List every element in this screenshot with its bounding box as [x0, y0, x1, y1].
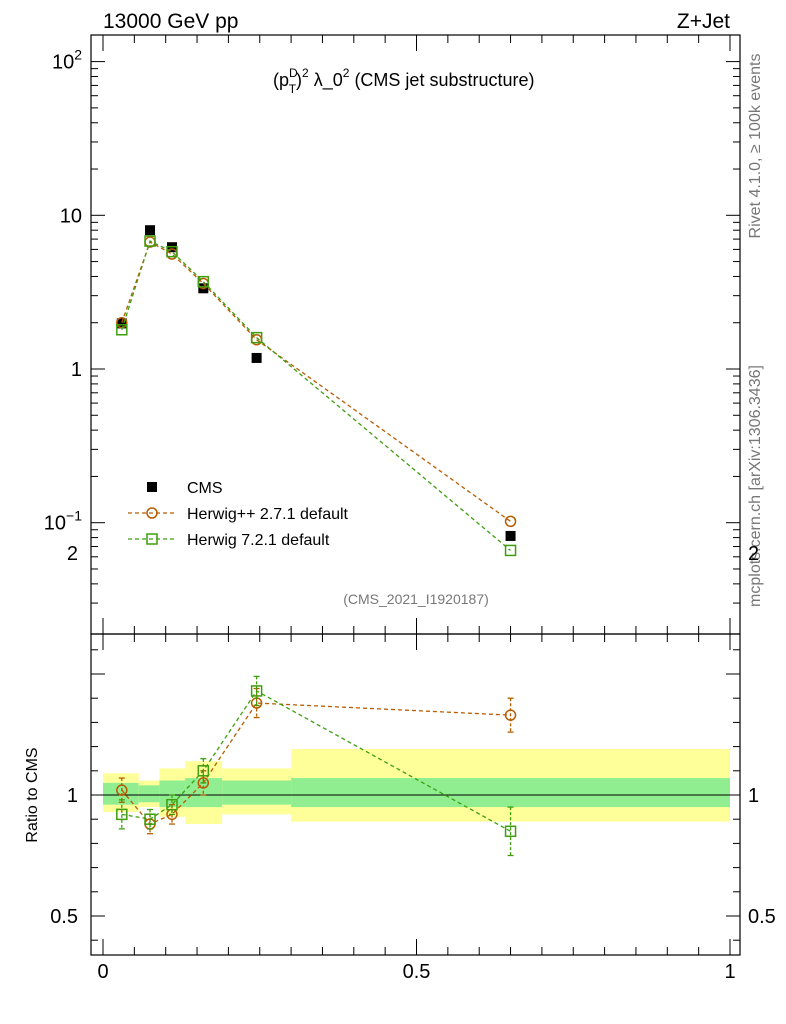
- main-point-herwig7-1: [144, 235, 156, 247]
- main-y-tick-base: 10: [52, 52, 74, 74]
- header-energy-label: 13000 GeV pp: [103, 10, 238, 33]
- title-open: (p: [273, 70, 289, 90]
- ratio-point-herwig7-4: [250, 685, 263, 697]
- ratio-y-tick-label-left-2: 0.5: [50, 906, 78, 928]
- main-point-herwig7-2: [166, 245, 178, 258]
- ratio-point-herwigpp-5: [504, 709, 517, 721]
- ratio-y-axis: 2 2 1 1 0.5 0.5: [50, 543, 776, 941]
- main-y-tick-label-1: 10: [60, 205, 82, 227]
- ratio-uncertainty-bands: [103, 749, 730, 825]
- x-axis: 0 0.5 1: [97, 35, 736, 983]
- ratio-y-tick-label-right-1: 1: [748, 785, 759, 807]
- x-tick-label-0: 0: [97, 961, 108, 983]
- main-point-herwig7-3: [197, 275, 210, 288]
- mcplots-source-label: mcplots.cern.ch [arXiv:1306.3436]: [747, 365, 764, 607]
- x-tick-label-2: 1: [724, 961, 735, 983]
- ratio-point-herwig7-1: [144, 813, 156, 825]
- ratio-y-tick-label-left-1: 1: [67, 785, 78, 807]
- main-y-tick-label-2: 1: [71, 359, 82, 381]
- main-point-cms-4: [251, 352, 262, 363]
- legend-herwigpp-marker: [146, 507, 158, 519]
- ratio-band-green-0: [103, 782, 139, 805]
- main-point-herwig7-5: [504, 544, 517, 557]
- main-y-tick-base: 1: [71, 359, 82, 381]
- ratio-band-green-5: [291, 778, 730, 808]
- rivet-version-label: Rivet 4.1.0, ≥ 100k events: [747, 54, 764, 239]
- main-point-herwigpp-5: [504, 515, 517, 528]
- ratio-y-tick-label-left-0: 2: [67, 543, 78, 565]
- title-sub-t: T: [289, 82, 297, 96]
- ratio-band-green-1: [138, 785, 160, 803]
- main-point-cms-5: [505, 530, 516, 541]
- legend-herwig7-label: Herwig 7.2.1 default: [187, 532, 330, 549]
- title-close: ): [296, 70, 302, 90]
- ratio-point-herwigpp-0: [116, 784, 128, 796]
- title-tail: (CMS jet substructure): [349, 70, 534, 90]
- main-y-tick-label-3: 10−1: [44, 508, 82, 535]
- main-y-tick-base: 10: [60, 205, 82, 227]
- ratio-band-green-2: [159, 780, 186, 808]
- ratio-point-herwig7-5: [504, 825, 517, 838]
- ratio-point-herwig7-3: [197, 765, 210, 777]
- title-sup-2b: 2: [343, 66, 350, 80]
- title-sup-d: D: [289, 66, 298, 80]
- main-point-cms-1: [145, 225, 156, 236]
- ratio-y-tick-label-right-0: 2: [748, 543, 759, 565]
- title-lambda: λ_0: [309, 70, 343, 91]
- main-series-layer: [116, 225, 517, 557]
- legend-cms-marker: [147, 482, 157, 492]
- legend: CMS Herwig++ 2.7.1 default Herwig 7.2.1 …: [128, 480, 349, 549]
- ratio-y-axis-label: Ratio to CMS: [24, 747, 41, 842]
- plot-title: (pD T)2 λ_02 (CMS jet substructure): [273, 66, 534, 96]
- ratio-point-herwig7-2: [166, 798, 178, 811]
- legend-cms-label: CMS: [187, 480, 223, 497]
- header-process-label: Z+Jet: [677, 10, 730, 33]
- main-series-line-1: [121, 241, 511, 522]
- main-y-tick-base: 10: [44, 513, 66, 535]
- main-point-herwig7-0: [116, 324, 128, 336]
- x-tick-label-1: 0.5: [403, 961, 431, 983]
- legend-herwig7-marker: [146, 533, 158, 545]
- main-point-herwig7-4: [250, 331, 263, 344]
- title-sup-2a: 2: [302, 66, 309, 80]
- ratio-point-herwig7-0: [116, 808, 128, 821]
- main-y-tick-exponent: −1: [66, 508, 82, 524]
- main-point-cms-0: [116, 318, 127, 329]
- main-y-tick-label-0: 102: [52, 47, 82, 74]
- ratio-series-layer: [116, 675, 517, 857]
- main-series-line-2: [121, 240, 511, 551]
- main-y-tick-exponent: 2: [74, 47, 82, 63]
- ratio-band-green-4: [222, 780, 292, 805]
- ratio-y-tick-label-right-2: 0.5: [748, 906, 776, 928]
- legend-herwigpp-label: Herwig++ 2.7.1 default: [187, 506, 349, 523]
- analysis-id-label: (CMS_2021_I1920187): [343, 591, 489, 607]
- ratio-point-herwigpp-3: [197, 777, 210, 789]
